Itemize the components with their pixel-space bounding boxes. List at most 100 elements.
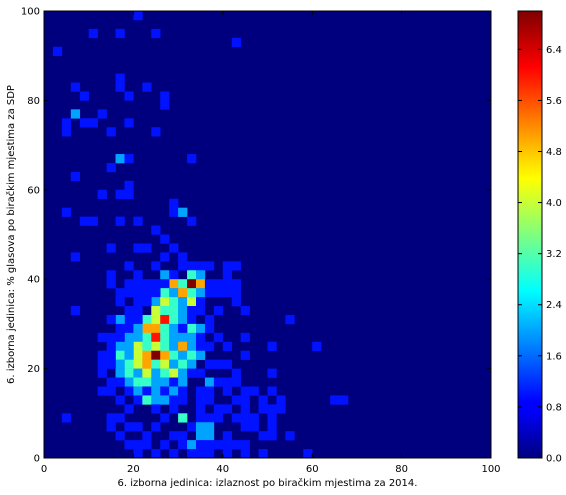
heatmap-cell (178, 323, 188, 334)
heatmap-cell (240, 440, 250, 450)
colorbar-tick-label: 1.6 (546, 351, 562, 362)
heatmap-cell (195, 413, 206, 423)
heatmap-cells (52, 11, 349, 459)
heatmap-cell (178, 359, 188, 369)
x-tick-label: 60 (306, 464, 319, 475)
heatmap-cell (70, 306, 81, 316)
heatmap-cell (195, 323, 206, 334)
heatmap-cell (213, 306, 224, 316)
heatmap-cell (213, 440, 224, 450)
heatmap-cell (195, 395, 206, 405)
heatmap-cell (213, 288, 224, 298)
heatmap-cell (187, 216, 197, 226)
heatmap-cell (178, 413, 188, 423)
x-axis: 0 20 40 60 80 100 (41, 11, 501, 475)
heatmap-cell (124, 440, 134, 450)
heatmap-cell (133, 440, 143, 450)
colorbar: 0.0 0.8 1.6 2.4 3.2 4.0 4.8 5.6 6.4 (517, 10, 562, 465)
heatmap-cell (178, 350, 188, 360)
heatmap-cell (124, 261, 134, 271)
plot-area (43, 10, 492, 459)
heatmap-cell (160, 386, 170, 396)
heatmap-cell (240, 332, 250, 343)
heatmap-cell (133, 449, 143, 459)
heatmap-cell (106, 386, 116, 396)
heatmap-cell (124, 377, 134, 387)
heatmap-cell (124, 314, 134, 325)
heatmap-cell (142, 359, 152, 369)
heatmap-cell (97, 386, 107, 396)
heatmap-cell (240, 422, 250, 432)
heatmap-cell (267, 386, 277, 396)
heatmap-cell (187, 297, 197, 307)
heatmap-cell (160, 440, 170, 450)
heatmap-cell (106, 314, 116, 325)
heatmap-cell (276, 395, 286, 405)
heatmap-cell (240, 404, 250, 414)
heatmap-cell (231, 395, 241, 405)
heatmap-cell (330, 395, 340, 405)
heatmap-cell (70, 171, 81, 182)
heatmap-cell (115, 216, 125, 226)
heatmap-cell (151, 306, 161, 316)
heatmap-cell (115, 297, 125, 307)
heatmap-cell (169, 350, 179, 360)
heatmap-cell (267, 431, 277, 441)
heatmap-cell (160, 234, 170, 244)
heatmap-cell (195, 270, 206, 280)
heatmap-cell (160, 297, 170, 307)
heatmap-cell (151, 350, 161, 360)
x-tick-label: 80 (395, 464, 408, 475)
heatmap-cell (213, 359, 224, 369)
colorbar-tick-label: 3.2 (546, 249, 562, 260)
heatmap-cell (151, 449, 161, 459)
heatmap-cell (240, 386, 250, 396)
heatmap-cell (151, 332, 161, 343)
heatmap-cell (133, 306, 143, 316)
heatmap-cell (124, 332, 134, 343)
heatmap-cell (142, 288, 152, 298)
heatmap-cell (160, 314, 170, 325)
heatmap-cell (142, 314, 152, 325)
heatmap-cell (231, 368, 241, 378)
heatmap-cell (169, 332, 179, 343)
heatmap-cell (204, 261, 215, 271)
heatmap-cell (178, 252, 188, 262)
heatmap-cell (169, 288, 179, 298)
x-tick-label: 100 (481, 464, 500, 475)
heatmap-cell (231, 288, 241, 298)
heatmap-cell (133, 341, 143, 352)
heatmap-cell (151, 28, 161, 39)
heatmap-cell (169, 198, 179, 208)
heatmap-cell (133, 216, 143, 226)
heatmap-cell (133, 297, 143, 307)
heatmap-cell (222, 270, 233, 280)
colorbar-tick-label: 6.4 (546, 45, 562, 56)
heatmap-cell (169, 359, 179, 369)
heatmap-cell (151, 341, 161, 352)
y-tick-label: 20 (27, 364, 40, 375)
heatmap-cell (142, 297, 152, 307)
heatmap-cell (88, 28, 98, 39)
heatmap-cell (142, 350, 152, 360)
heatmap-cell (195, 341, 206, 352)
heatmap-cell (160, 279, 170, 289)
heatmap-cell (285, 431, 295, 441)
heatmap-cell (169, 431, 179, 441)
heatmap-cell (142, 82, 152, 92)
heatmap-cell (124, 189, 134, 200)
colorbar-tick-label: 2.4 (546, 300, 562, 311)
heatmap-cell (169, 395, 179, 405)
heatmap-cell (115, 332, 125, 343)
heatmap-cell (178, 261, 188, 271)
heatmap-cell (195, 350, 206, 360)
heatmap-cell (106, 341, 116, 352)
heatmap-cell (169, 314, 179, 325)
heatmap-cell (151, 359, 161, 369)
heatmap-cell (106, 127, 116, 137)
heatmap-cell (195, 261, 206, 271)
heatmap-cell (133, 243, 143, 253)
heatmap-cell (97, 368, 107, 378)
heatmap-cell (142, 323, 152, 334)
heatmap-cell (124, 288, 134, 298)
